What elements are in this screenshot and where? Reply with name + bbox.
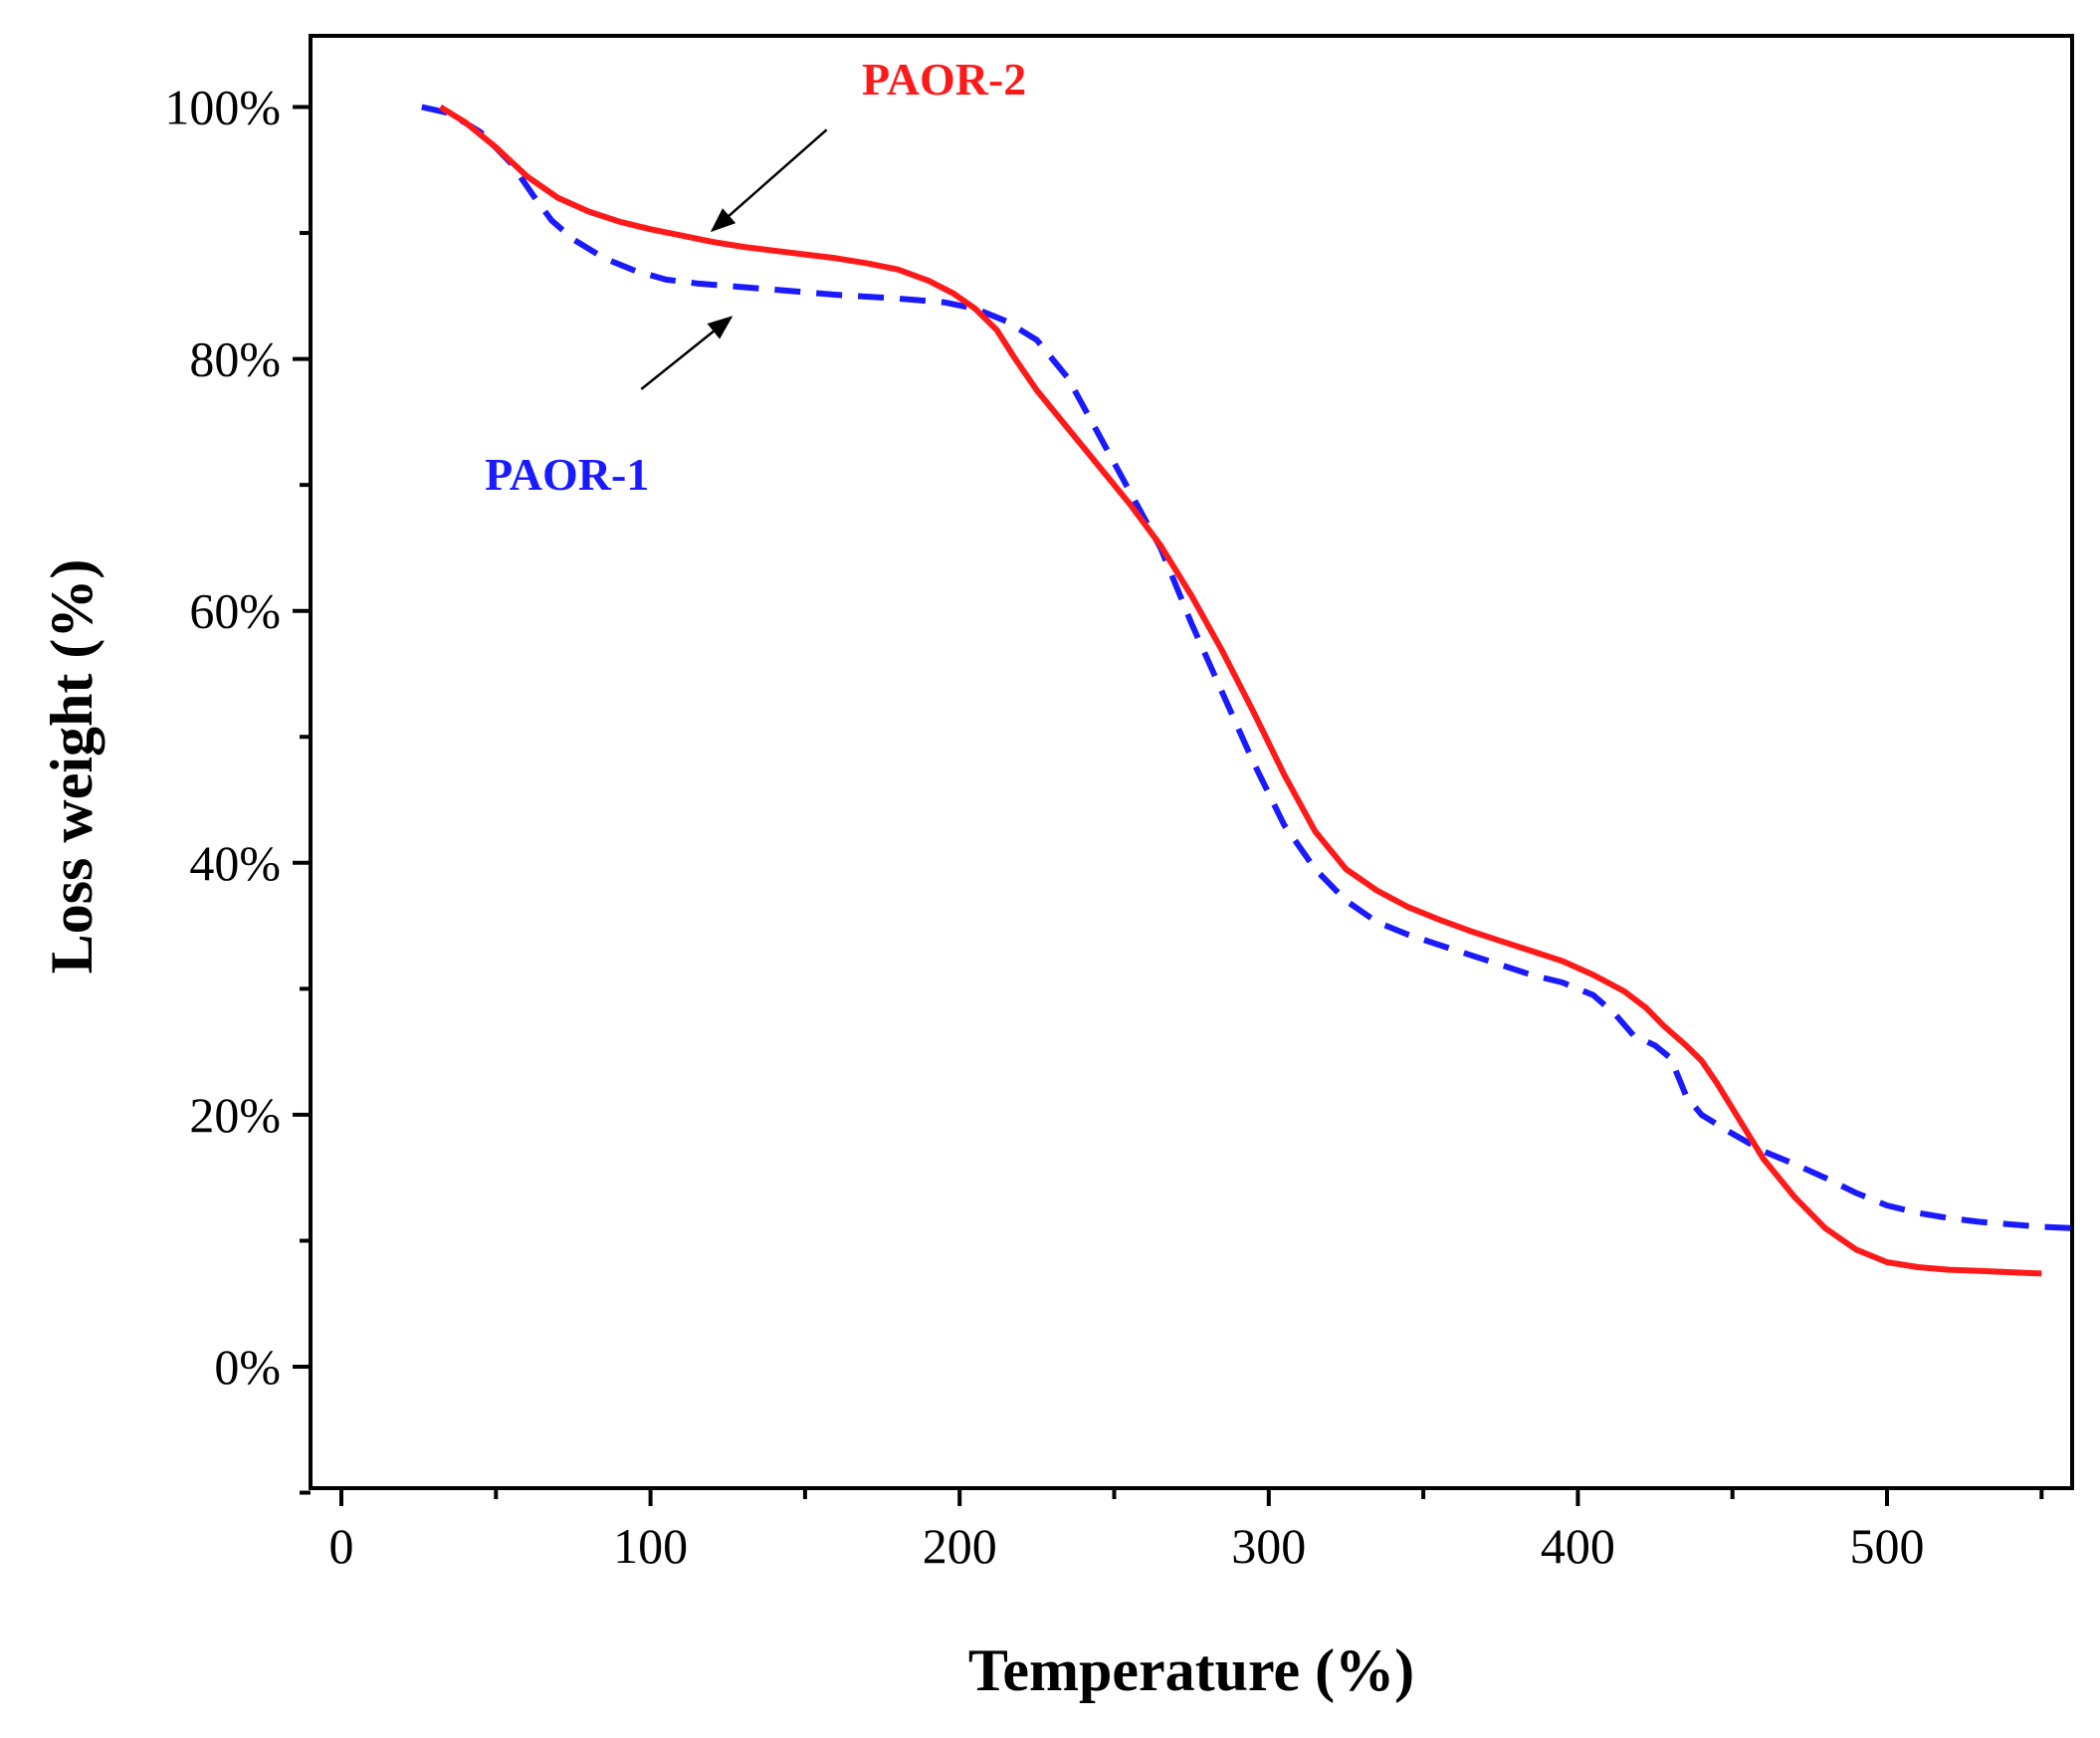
annotation-label-paor-2: PAOR-2 [862, 54, 1026, 105]
plot-frame [309, 34, 2074, 1490]
x-tick-label: 100 [613, 1518, 688, 1574]
series-line-paor-1 [421, 104, 2073, 1231]
x-tick-label: 500 [1850, 1518, 1925, 1574]
y-tick-label: 20% [189, 1087, 281, 1143]
y-tick-label: 60% [189, 583, 281, 639]
x-tick-label: 200 [923, 1518, 997, 1574]
x-axis-title: Temperature (%) [968, 1637, 1414, 1703]
y-axis-title: Loss weight (%) [39, 559, 105, 975]
series-layer [421, 104, 2073, 1277]
x-axis: 0 100 200 300 400 500 [329, 1488, 2044, 1574]
annotations: PAOR-2 PAOR-1 [485, 54, 1026, 500]
x-tick-label: 0 [329, 1518, 354, 1574]
series-line-paor-2 [438, 104, 2042, 1277]
x-tick-label: 400 [1541, 1518, 1615, 1574]
y-tick-label: 100% [164, 80, 281, 135]
annotation-label-paor-1: PAOR-1 [485, 449, 649, 500]
y-tick-label: 40% [189, 835, 281, 891]
annotation-arrow-paor-1 [640, 316, 734, 390]
y-axis: 0% 20% 40% 60% 80% 100% [164, 80, 311, 1495]
annotation-arrow-paor-2 [710, 128, 828, 233]
y-tick-label: 0% [214, 1339, 281, 1395]
y-tick-label: 80% [189, 331, 281, 387]
x-tick-label: 300 [1231, 1518, 1306, 1574]
